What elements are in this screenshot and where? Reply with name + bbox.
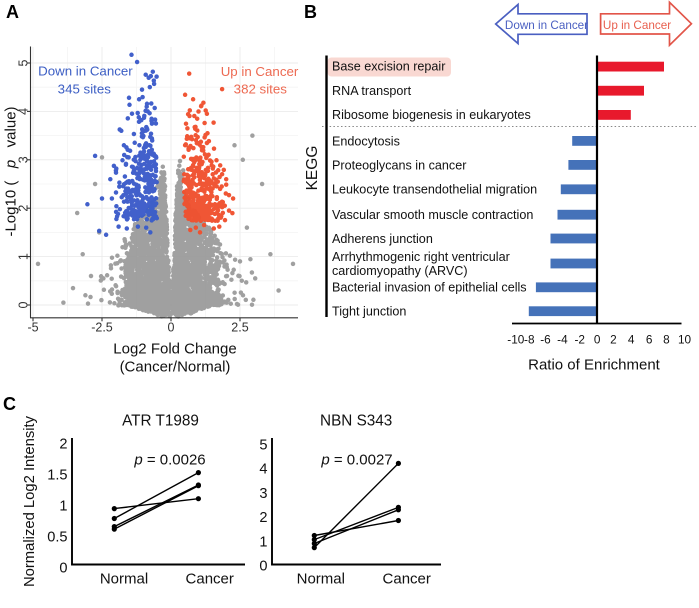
svg-text:2: 2 [59, 437, 67, 453]
svg-text:382 sites: 382 sites [234, 82, 288, 97]
svg-text:0: 0 [59, 561, 67, 577]
svg-text:Ribosome biogenesis in eukaryo: Ribosome biogenesis in eukaryotes [332, 108, 531, 122]
svg-text:Ratio of Enrichment: Ratio of Enrichment [528, 357, 661, 374]
svg-text:2: 2 [17, 205, 31, 212]
svg-text:Adherens junction: Adherens junction [332, 232, 433, 246]
svg-text:0: 0 [17, 301, 31, 308]
svg-text:NBN S343: NBN S343 [320, 413, 392, 430]
svg-text:3: 3 [17, 156, 31, 163]
svg-text:Up in Cancer: Up in Cancer [603, 19, 671, 32]
svg-text:2.5: 2.5 [231, 321, 248, 335]
svg-text:Down in Cancer: Down in Cancer [38, 63, 133, 78]
svg-text:KEGG: KEGG [304, 146, 321, 191]
svg-text:-10: -10 [507, 333, 524, 347]
svg-text:Cancer: Cancer [383, 571, 431, 588]
svg-text:2: 2 [259, 510, 267, 526]
svg-text:-Log10 ( p value): -Log10 ( p value) [3, 106, 20, 236]
svg-text:5: 5 [259, 438, 267, 454]
svg-text:p = 0.0026: p = 0.0026 [133, 452, 205, 469]
svg-text:-4: -4 [557, 333, 568, 347]
svg-text:-8: -8 [524, 333, 535, 347]
svg-text:RNA transport: RNA transport [332, 84, 412, 98]
svg-text:0: 0 [168, 321, 175, 335]
svg-text:B: B [304, 2, 317, 22]
svg-text:Normal: Normal [100, 571, 148, 588]
svg-text:8: 8 [663, 333, 670, 347]
svg-text:-2: -2 [574, 333, 585, 347]
svg-text:1: 1 [259, 534, 267, 550]
svg-text:Leukocyte transendothelial mig: Leukocyte transendothelial migration [332, 183, 537, 197]
svg-text:Log2 Fold Change: Log2 Fold Change [113, 341, 236, 358]
svg-text:3: 3 [259, 486, 267, 502]
svg-text:0: 0 [259, 559, 267, 575]
svg-text:6: 6 [646, 333, 653, 347]
svg-text:4: 4 [17, 108, 31, 115]
svg-text:Normalized Log2 Intensity: Normalized Log2 Intensity [22, 415, 38, 587]
svg-text:ATR T1989: ATR T1989 [122, 413, 199, 430]
svg-text:Arrhythmogenic right ventricul: Arrhythmogenic right ventricular [332, 250, 510, 264]
svg-text:1.5: 1.5 [47, 468, 67, 484]
svg-text:Tight junction: Tight junction [332, 305, 406, 319]
svg-text:Normal: Normal [297, 571, 345, 588]
svg-text:1: 1 [59, 499, 67, 515]
svg-text:-6: -6 [540, 333, 551, 347]
svg-text:Base excision repair: Base excision repair [332, 59, 445, 73]
svg-text:0: 0 [594, 333, 601, 347]
svg-text:Proteoglycans in cancer: Proteoglycans in cancer [332, 158, 466, 172]
svg-text:4: 4 [628, 333, 635, 347]
svg-text:5: 5 [17, 59, 31, 66]
svg-text:A: A [6, 2, 19, 22]
svg-text:Vascular smooth muscle contrac: Vascular smooth muscle contraction [332, 208, 533, 222]
svg-text:-2.5: -2.5 [91, 321, 113, 335]
svg-text:Up in Cancer: Up in Cancer [221, 64, 299, 79]
svg-text:-5: -5 [27, 321, 38, 335]
svg-text:C: C [3, 394, 16, 414]
svg-text:1: 1 [17, 253, 31, 260]
svg-text:345 sites: 345 sites [58, 82, 112, 97]
svg-text:0.5: 0.5 [47, 530, 67, 546]
svg-text:10: 10 [678, 333, 692, 347]
svg-text:(Cancer/Normal): (Cancer/Normal) [120, 359, 231, 376]
svg-text:Down in Cancer: Down in Cancer [505, 19, 588, 32]
svg-text:Bacterial invasion of epitheli: Bacterial invasion of epithelial cells [332, 281, 527, 295]
svg-text:Endocytosis: Endocytosis [332, 134, 400, 148]
svg-text:cardiomyopathy (ARVC): cardiomyopathy (ARVC) [332, 264, 468, 278]
svg-text:2: 2 [610, 333, 617, 347]
svg-text:Cancer: Cancer [186, 571, 234, 588]
svg-text:p = 0.0027: p = 0.0027 [320, 452, 392, 469]
svg-text:4: 4 [259, 462, 267, 478]
